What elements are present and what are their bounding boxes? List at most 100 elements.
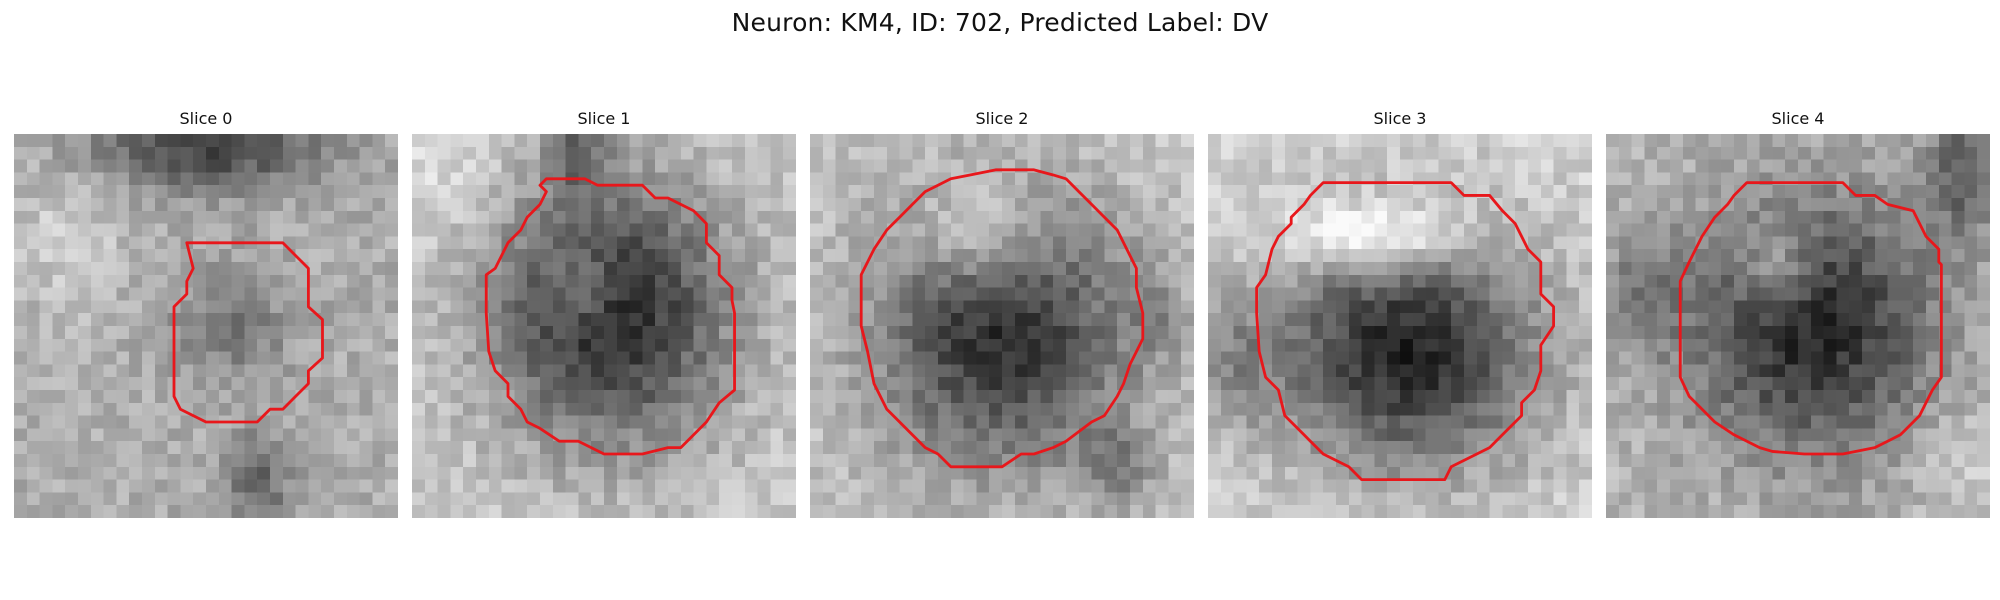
pixel	[206, 274, 220, 288]
pixel	[1259, 223, 1273, 237]
pixel	[1208, 377, 1222, 391]
pixel	[1721, 313, 1735, 327]
pixel	[1387, 454, 1401, 468]
pixel	[65, 210, 79, 224]
pixel	[270, 146, 284, 160]
pixel	[1515, 415, 1529, 429]
pixel	[1181, 313, 1194, 327]
pixel	[540, 159, 554, 173]
pixel	[1553, 300, 1567, 314]
pixel	[899, 492, 913, 506]
pixel	[1913, 198, 1927, 212]
pixel	[899, 236, 913, 250]
pixel	[1810, 326, 1824, 340]
pixel	[282, 262, 296, 276]
pixel	[848, 236, 862, 250]
pixel	[501, 172, 515, 186]
pixel	[1528, 492, 1542, 506]
pixel	[78, 185, 92, 199]
pixel	[1323, 454, 1337, 468]
pixel	[1412, 198, 1426, 212]
pixel	[989, 172, 1003, 186]
pixel	[1168, 505, 1182, 518]
pixel	[1836, 441, 1850, 455]
pixel	[1759, 185, 1773, 199]
pixel	[668, 454, 682, 468]
pixel	[1220, 338, 1234, 352]
pixel	[501, 441, 515, 455]
pixel	[1734, 249, 1748, 263]
pixel	[282, 338, 296, 352]
pixel	[26, 198, 40, 212]
pixel	[757, 185, 771, 199]
pixel	[552, 146, 566, 160]
pixel	[129, 159, 143, 173]
pixel	[1746, 466, 1760, 480]
pixel	[565, 210, 579, 224]
pixel	[1412, 505, 1426, 518]
pixel	[848, 492, 862, 506]
pixel	[514, 338, 528, 352]
pixel	[591, 415, 605, 429]
pixel	[1053, 287, 1067, 301]
pixel	[706, 479, 720, 493]
pixel	[1721, 402, 1735, 416]
pixel	[604, 134, 618, 148]
pixel	[193, 428, 207, 442]
pixel	[26, 185, 40, 199]
pixel	[1284, 159, 1298, 173]
pixel	[359, 223, 373, 237]
pixel	[810, 377, 824, 391]
pixel	[1708, 390, 1722, 404]
pixel	[1387, 492, 1401, 506]
pixel	[938, 415, 952, 429]
pixel	[1374, 159, 1388, 173]
pixel	[1708, 159, 1722, 173]
pixel	[1772, 249, 1786, 263]
pixel	[476, 185, 490, 199]
pixel	[1091, 428, 1105, 442]
pixel	[963, 159, 977, 173]
pixel	[1670, 377, 1684, 391]
pixel	[1528, 390, 1542, 404]
pixel	[783, 185, 796, 199]
pixel	[1412, 492, 1426, 506]
pixel	[565, 198, 579, 212]
pixel	[437, 134, 451, 148]
pixel	[26, 505, 40, 518]
pixel	[848, 159, 862, 173]
pixel	[1014, 210, 1028, 224]
pixel	[680, 185, 694, 199]
pixel	[642, 287, 656, 301]
pixel	[1836, 198, 1850, 212]
pixel	[1425, 338, 1439, 352]
pixel	[552, 479, 566, 493]
pixel	[1310, 249, 1324, 263]
pixel	[1014, 415, 1028, 429]
pixel	[1618, 402, 1632, 416]
pixel	[1772, 492, 1786, 506]
pixel	[346, 377, 360, 391]
pixel	[437, 415, 451, 429]
pixel	[1682, 185, 1696, 199]
pixel	[1233, 479, 1247, 493]
pixel	[1348, 377, 1362, 391]
pixel	[463, 198, 477, 212]
pixel	[950, 146, 964, 160]
pixel	[770, 326, 784, 340]
pixel	[90, 351, 104, 365]
pixel	[1618, 466, 1632, 480]
pixel	[989, 428, 1003, 442]
pixel	[1810, 441, 1824, 455]
pixel	[1900, 492, 1914, 506]
pixel	[912, 390, 926, 404]
pixel	[463, 134, 477, 148]
pixel	[103, 313, 117, 327]
pixel	[874, 454, 888, 468]
pixel	[1657, 159, 1671, 173]
pixel	[359, 172, 373, 186]
pixel	[270, 466, 284, 480]
pixel	[1721, 390, 1735, 404]
pixel	[757, 338, 771, 352]
pixel	[1284, 185, 1298, 199]
